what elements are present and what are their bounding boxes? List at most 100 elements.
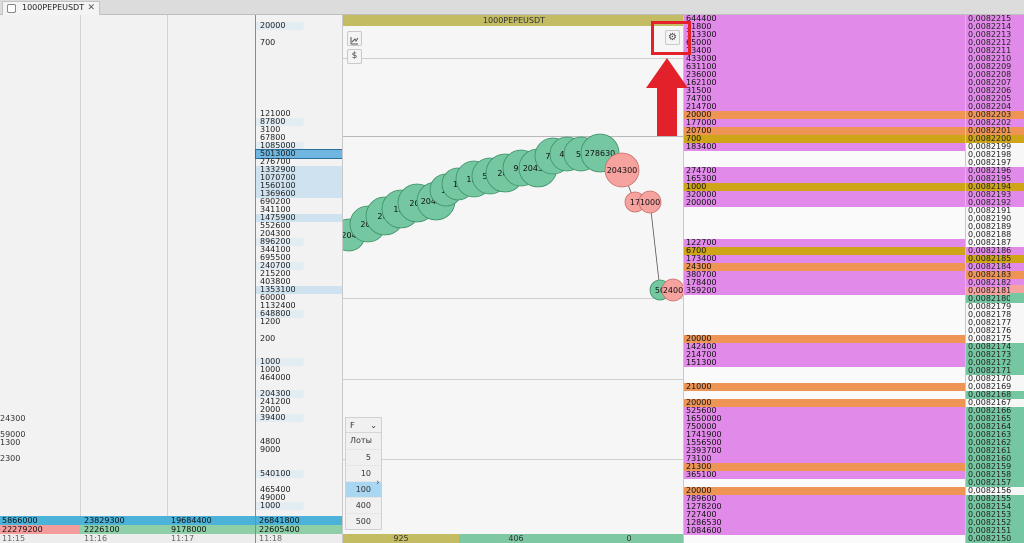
price-level[interactable]: 0,0082163 (966, 431, 1024, 439)
price-level[interactable]: 0,0082210 (966, 55, 1024, 63)
price-level[interactable]: 0,0082212 (966, 39, 1024, 47)
price-level[interactable]: 0,0082215 (966, 15, 1024, 23)
price-level[interactable]: 0,0082180 (966, 295, 1024, 303)
lot-option-selected[interactable]: 100 (346, 481, 381, 497)
price-level[interactable]: 0,0082198 (968, 150, 1012, 159)
time-label: 11:16 (84, 534, 108, 543)
cluster-bubble[interactable] (638, 190, 662, 214)
price-level[interactable]: 0,0082169 (968, 382, 1012, 391)
price-level[interactable]: 0,0082214 (966, 23, 1024, 31)
book-row: 20000 (684, 487, 965, 495)
price-level[interactable]: 0,0082182 (966, 279, 1024, 287)
book-row: 631100 (684, 63, 965, 71)
price-level[interactable]: 0,0082209 (966, 63, 1024, 71)
price-level[interactable]: 0,0082160 (966, 455, 1024, 463)
price-level[interactable]: 0,0082184 (966, 263, 1024, 271)
lot-option[interactable]: 5 (346, 449, 381, 465)
lot-option[interactable]: 10 (346, 465, 381, 481)
cluster-bubble[interactable] (661, 278, 684, 302)
book-row: 236000 (684, 71, 965, 79)
price-level[interactable]: 0,0082208 (966, 71, 1024, 79)
price-level[interactable]: 0,0082154 (966, 503, 1024, 511)
price-level[interactable]: 0,0082207 (966, 79, 1024, 87)
price-level[interactable]: 0,0082203 (966, 111, 1024, 119)
price-level[interactable]: 0,0082179 (968, 302, 1012, 311)
lot-option[interactable]: 500 (346, 513, 381, 529)
price-level[interactable]: 0,0082159 (966, 463, 1024, 471)
price-level[interactable]: 0,0082186 (966, 247, 1024, 255)
tab-1000pepeusdt[interactable]: 1000PEPEUSDT ✕ (2, 1, 100, 15)
price-level[interactable]: 0,0082165 (966, 415, 1024, 423)
ladder-volume: 4800 (260, 437, 281, 446)
price-level[interactable]: 0,0082194 (966, 183, 1024, 191)
trend-icon[interactable] (347, 31, 362, 46)
price-level[interactable]: 0,0082164 (966, 423, 1024, 431)
price-level[interactable]: 0,0082171 (966, 367, 1024, 375)
price-level[interactable]: 0,0082211 (966, 47, 1024, 55)
mode-select[interactable]: F ⌄ (346, 418, 381, 433)
price-level[interactable]: 0,0082205 (966, 95, 1024, 103)
price-level[interactable]: 0,0082172 (966, 359, 1024, 367)
price-level[interactable]: 0,0082173 (966, 351, 1024, 359)
price-level[interactable]: 0,0082153 (966, 511, 1024, 519)
price-level[interactable]: 0,0082151 (966, 527, 1024, 535)
price-level[interactable]: 0,0082193 (966, 191, 1024, 199)
price-level[interactable]: 0,0082181 (966, 287, 1024, 295)
cluster-bubble[interactable] (604, 152, 640, 188)
price-level[interactable]: 0,0082191 (968, 206, 1012, 215)
ladder-volume: 20000 (256, 22, 342, 30)
price-level[interactable]: 0,0082213 (966, 31, 1024, 39)
close-icon[interactable]: ✕ (87, 3, 95, 13)
price-level[interactable]: 0,0082189 (968, 222, 1012, 231)
price-level[interactable]: 0,0082170 (968, 374, 1012, 383)
price-level[interactable]: 0,0082162 (966, 439, 1024, 447)
volume-ladder[interactable]: 20000 700 121000 87800 3100 67800 1085000 50130… (255, 15, 343, 543)
price-level[interactable]: 0,0082201 (966, 127, 1024, 135)
order-book[interactable]: 644400 11800 713300 65000 13400 433000 631100 2… (684, 15, 965, 543)
price-level[interactable]: 0,0082167 (968, 398, 1012, 407)
price-level[interactable]: 0,0082192 (966, 199, 1024, 207)
book-row: 151300 (684, 359, 965, 367)
cluster-chart[interactable]: 1000PEPEUSDT $ 2042002001222002043001019… (342, 15, 684, 543)
price-level[interactable]: 0,0082206 (966, 87, 1024, 95)
price-level[interactable]: 0,0082175 (968, 334, 1012, 343)
price-level[interactable]: 0,0082187 (968, 238, 1012, 247)
book-row: 20000 (684, 399, 965, 407)
bubble-label: 204300 (523, 164, 554, 173)
panel-expand-icon[interactable]: › (376, 478, 380, 488)
dollar-icon[interactable]: $ (347, 49, 362, 64)
price-level[interactable]: 0,0082185 (966, 255, 1024, 263)
ladder-volume: 1560100 (256, 182, 342, 190)
price-level[interactable]: 0,0082174 (966, 343, 1024, 351)
price-level[interactable]: 0,0082196 (966, 167, 1024, 175)
price-level[interactable]: 0,0082204 (966, 103, 1024, 111)
price-level[interactable]: 0,0082200 (966, 135, 1024, 143)
price-level[interactable]: 0,0082188 (968, 230, 1012, 239)
price-level[interactable]: 0,0082157 (966, 479, 1024, 487)
price-level[interactable]: 0,0082177 (968, 318, 1012, 327)
price-level[interactable]: 0,0082178 (968, 310, 1012, 319)
price-level[interactable]: 0,0082183 (966, 271, 1024, 279)
price-level[interactable]: 0,0082161 (966, 447, 1024, 455)
price-level[interactable]: 0,0082156 (968, 486, 1012, 495)
price-level[interactable]: 0,0082166 (966, 407, 1024, 415)
price-level[interactable]: 0,0082158 (966, 471, 1024, 479)
book-row: 21300 (684, 463, 965, 471)
price-level[interactable]: 0,0082197 (968, 158, 1012, 167)
bubble-label: 50 (655, 286, 665, 295)
price-level[interactable]: 0,0082155 (966, 495, 1024, 503)
time-label: 11:17 (171, 534, 195, 543)
lot-option[interactable]: 400 (346, 497, 381, 513)
price-level[interactable]: 0,0082195 (966, 175, 1024, 183)
price-level[interactable]: 0,0082202 (966, 119, 1024, 127)
settings-gear-icon[interactable]: ⚙ (665, 30, 680, 45)
price-level[interactable]: 0,0082176 (968, 326, 1012, 335)
price-level[interactable]: 0,0082150 (966, 535, 1024, 543)
price-level[interactable]: 0,0082199 (968, 142, 1012, 151)
price-level[interactable]: 0,0082190 (968, 214, 1012, 223)
price-level[interactable]: 0,0082152 (966, 519, 1024, 527)
price-level[interactable]: 0,0082168 (966, 391, 1024, 399)
tab-bar: 1000PEPEUSDT ✕ (0, 0, 1024, 15)
price-scale[interactable]: 0,0082215 0,0082214 0,0082213 0,0082212 0,00… (965, 15, 1024, 543)
